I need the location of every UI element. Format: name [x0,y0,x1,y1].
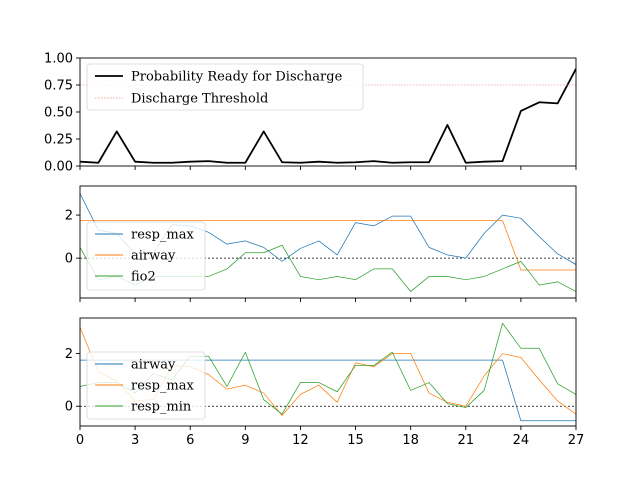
legend-frame [86,221,206,291]
legend-label: Discharge Threshold [131,92,268,107]
panel-top: 0.00 0.25 0.50 0.75 1.00 Probability Ready fo… [44,52,577,175]
legend: airway resp_max resp_min [86,351,206,420]
series-line-airway [80,220,576,271]
series-line-probability-ready-for-discharge [80,68,576,164]
x-tick-label: 21 [458,433,475,448]
x-tick-label: 6 [186,433,194,448]
y-tick-label: 0.75 [44,79,73,94]
y-tick-label: 2 [65,347,73,362]
y-tick-label: 0.50 [44,106,73,121]
legend-label: fio2 [131,270,156,285]
y-tick-label: 0 [65,252,73,267]
legend-label: Probability Ready for Discharge [131,70,343,85]
series-group [80,68,576,164]
x-tick-label: 3 [131,433,139,448]
panel-bottom: 0 3 6 9 12 15 18 21 24 27 0 2 airway resp_max resp_min [65,317,585,448]
x-tick-label: 12 [292,433,309,448]
y-tick-label: 2 [65,209,73,224]
legend-frame [86,63,364,111]
y-tick-label: 1.00 [44,52,73,67]
y-tick-label: 0.00 [44,160,73,175]
y-tick-label: 0 [65,400,73,415]
y-tick-label: 0.25 [44,133,73,148]
x-tick-label: 9 [241,433,249,448]
x-tick-label: 18 [402,433,419,448]
legend-frame [86,351,206,420]
legend-label: airway [131,249,176,264]
legend: Probability Ready for Discharge Discharge… [86,63,364,111]
axes-frame [79,185,577,299]
x-tick-label: 27 [568,433,585,448]
axes-frame [79,317,577,427]
x-tick-label: 15 [347,433,364,448]
legend-label: resp_min [131,400,192,415]
legend-label: resp_max [131,379,194,394]
legend-label: resp_max [131,228,194,243]
x-tick-label: 0 [76,433,84,448]
x-tick-label: 24 [513,433,530,448]
legend-label: airway [131,358,176,373]
